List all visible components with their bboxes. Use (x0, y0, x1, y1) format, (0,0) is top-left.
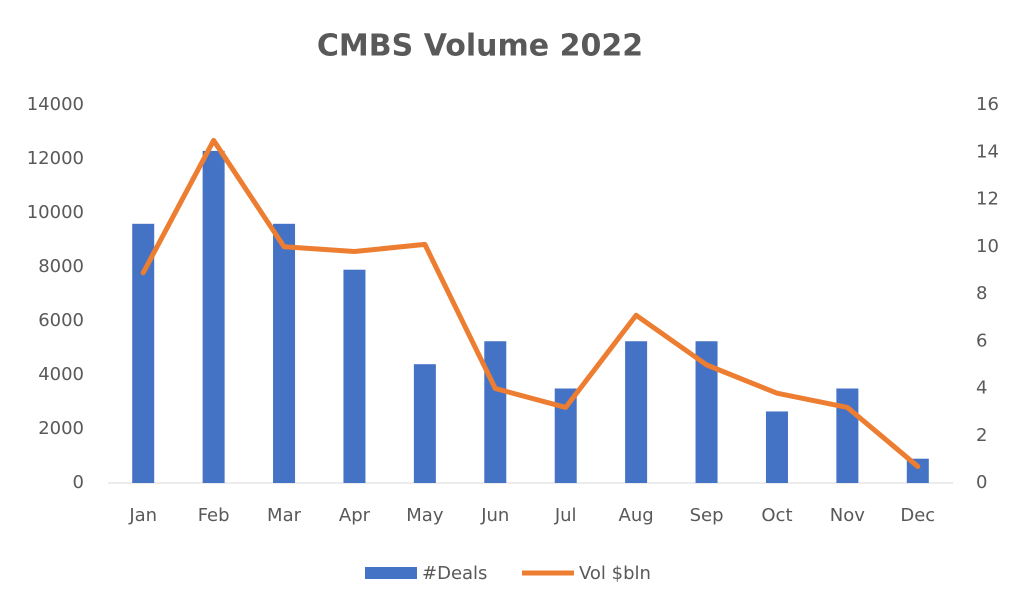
x-tick-label: Oct (761, 505, 792, 526)
y2-tick-label: 4 (976, 378, 987, 399)
x-tick-label: Aug (619, 505, 654, 526)
y-tick-label: 10000 (27, 202, 84, 223)
y-tick-label: 4000 (38, 364, 84, 385)
x-tick-label: Sep (690, 505, 724, 526)
bar (625, 341, 648, 483)
bar (484, 341, 507, 483)
y-tick-label: 2000 (38, 418, 84, 439)
legend-swatch (365, 567, 417, 579)
bar (554, 388, 577, 483)
y-tick-label: 6000 (38, 310, 84, 331)
bar (343, 269, 366, 483)
y2-tick-label: 16 (976, 94, 999, 115)
bar (202, 150, 225, 483)
legend-label: #Deals (422, 563, 487, 584)
x-tick-label: Apr (339, 505, 371, 526)
bar (273, 223, 296, 484)
x-tick-label: Nov (830, 505, 865, 526)
line (140, 137, 921, 469)
bar (836, 388, 859, 483)
y2-tick-label: 12 (976, 189, 999, 210)
bar (765, 411, 788, 483)
y-tick-label: 0 (73, 472, 84, 493)
y2-tick-label: 10 (976, 236, 999, 257)
y2-tick-label: 6 (976, 330, 987, 351)
y-tick-label: 12000 (27, 148, 84, 169)
y-tick-label: 8000 (38, 256, 84, 277)
y2-tick-label: 14 (976, 141, 999, 162)
x-tick-label: Dec (900, 505, 935, 526)
y2-tick-label: 2 (976, 425, 987, 446)
bar (695, 341, 718, 483)
chart-title: CMBS Volume 2022 (317, 29, 643, 64)
x-tick-label: May (406, 505, 444, 526)
x-tick-label: Mar (267, 505, 302, 526)
bar (132, 223, 155, 484)
x-tick-label: Jul (554, 505, 577, 526)
x-tick-label: Jun (480, 505, 509, 526)
x-tick-label: Jan (128, 505, 157, 526)
y2-tick-label: 8 (976, 283, 987, 304)
y-tick-label: 14000 (27, 94, 84, 115)
y2-tick-label: 0 (976, 472, 987, 493)
bar (413, 364, 436, 483)
x-tick-label: Feb (198, 505, 230, 526)
legend-label: Vol $bln (579, 563, 651, 584)
